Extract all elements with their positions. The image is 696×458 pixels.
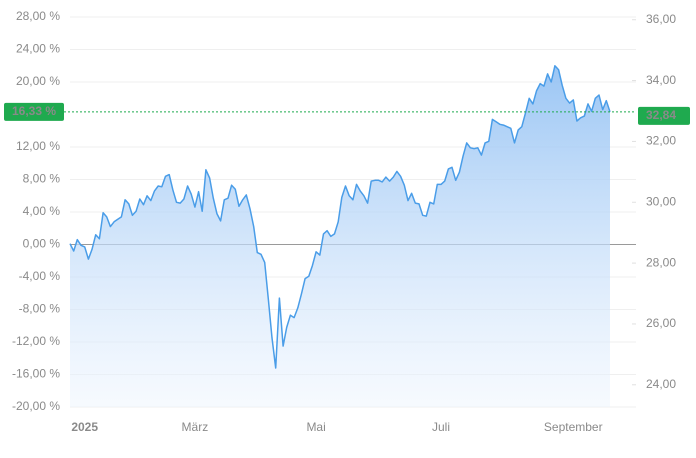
y2-tick-label: 26,00 (646, 316, 676, 330)
y-tick-label: -20,00 % (12, 399, 60, 413)
y-tick-label: 28,00 % (16, 9, 60, 23)
y-tick-label: 0,00 % (23, 237, 61, 251)
x-tick-label: Juli (432, 420, 450, 434)
y2-tick-label: 30,00 (646, 194, 676, 208)
current-value-badge (4, 102, 64, 121)
y-tick-label: -4,00 % (19, 269, 61, 283)
y2-tick-label: 28,00 (646, 255, 676, 269)
current-value-label: 32,84 (646, 108, 676, 122)
current-value-badge (638, 106, 690, 125)
y-tick-label: -16,00 % (12, 367, 60, 381)
y-tick-label: 24,00 % (16, 42, 60, 56)
y2-tick-label: 34,00 (646, 73, 676, 87)
y-tick-label: 20,00 % (16, 74, 60, 88)
x-tick-label: 2025 (71, 420, 98, 434)
y2-tick-label: 32,00 (646, 134, 676, 148)
y-tick-label: 4,00 % (23, 204, 61, 218)
current-value-label: 16,33 % (12, 104, 56, 118)
y-tick-label: -12,00 % (12, 334, 60, 348)
y-tick-label: -8,00 % (19, 302, 61, 316)
area (70, 65, 610, 408)
x-tick-label: März (182, 420, 209, 434)
y-tick-label: 8,00 % (23, 172, 61, 186)
y-tick-label: 12,00 % (16, 139, 60, 153)
x-tick-label: Mai (306, 420, 325, 434)
y2-tick-label: 24,00 (646, 377, 676, 391)
y2-tick-label: 36,00 (646, 12, 676, 26)
x-tick-label: September (544, 420, 603, 434)
line (69, 65, 611, 369)
